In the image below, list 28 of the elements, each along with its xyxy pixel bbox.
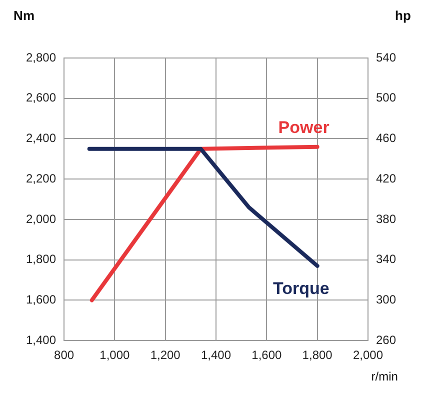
y-tick-label: 2,200 [26,171,56,186]
x-tick-label: 2,000 [352,348,384,362]
x-axis-title: r/min [371,370,398,384]
x-tick-label: 1,400 [200,348,232,362]
series-label: Power [278,118,330,137]
y2-tick-label: 460 [376,131,396,146]
y-tick-label: 2,800 [26,50,56,64]
y2-tick-label: 540 [376,50,396,64]
y2-tick-label: 380 [376,212,396,226]
y-tick-label: 2,000 [26,212,56,226]
x-tick-label: 1,800 [302,348,333,362]
x-tick-label: 800 [54,348,74,362]
x-tick-label: 1,000 [100,348,130,362]
y2-tick-label: 420 [376,171,396,186]
y-axis-title: Nm [14,8,35,23]
y2-tick-label: 300 [376,292,396,307]
y-tick-label: 1,600 [26,292,56,307]
y-tick-label: 1,800 [26,252,56,266]
x-tick-label: 1,200 [150,348,181,362]
series-label: Torque [272,278,330,298]
y2-tick-label: 500 [376,90,396,105]
y2-tick-label: 260 [376,332,396,347]
y-tick-label: 2,400 [26,131,56,146]
y-tick-label: 1,400 [26,332,56,347]
y-tick-label: 2,600 [26,90,56,105]
x-tick-label: 1,600 [252,348,282,362]
y2-axis-title: hp [395,8,411,23]
y2-tick-label: 340 [376,252,396,266]
